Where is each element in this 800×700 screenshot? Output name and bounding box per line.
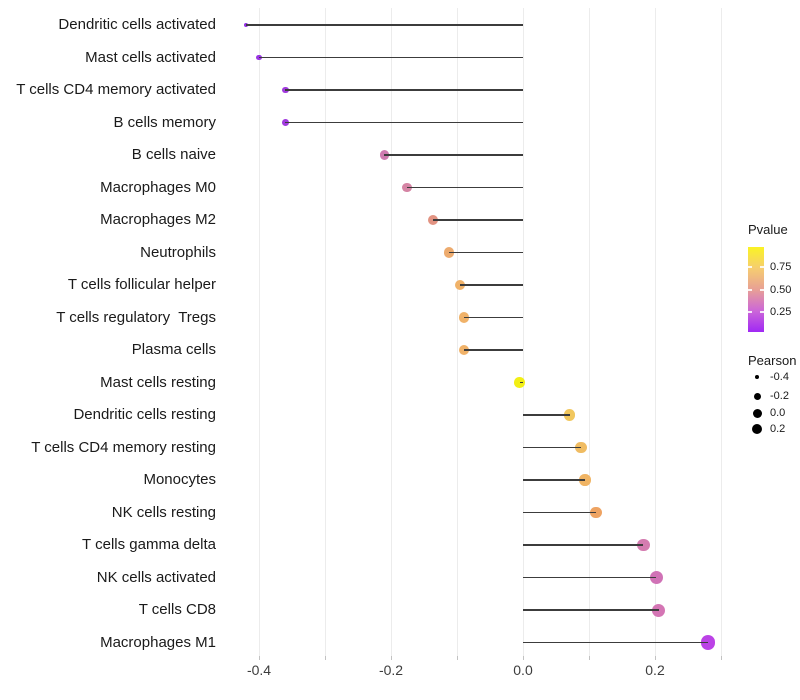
x-axis-tick	[654, 656, 656, 660]
pearson-legend-label: -0.4	[770, 371, 789, 383]
lollipop-dot	[652, 603, 666, 617]
category-label: T cells follicular helper	[67, 276, 216, 293]
lollipop-dot	[649, 571, 663, 584]
x-axis-tick	[720, 656, 722, 660]
category-label: Dendritic cells activated	[58, 16, 216, 33]
category-label: NK cells resting	[111, 503, 216, 521]
lollipop-stem	[523, 446, 582, 449]
colorbar-tick-label: 0.75	[770, 260, 792, 273]
pvalue-legend-title: Pvalue	[748, 222, 788, 237]
lollipop-stem	[285, 121, 523, 124]
lollipop-stem	[464, 349, 523, 351]
pearson-legend-label: 0.2	[770, 423, 786, 435]
colorbar-tick	[760, 311, 764, 313]
category-label: Macrophages M0	[100, 178, 216, 196]
lollipop-dot	[256, 54, 262, 61]
gridline	[522, 8, 524, 656]
gridline	[720, 8, 722, 656]
lollipop-stem	[245, 24, 523, 26]
category-label: T cells CD4 memory activated	[16, 81, 216, 98]
gridline	[258, 8, 260, 656]
lollipop-stem	[523, 511, 597, 514]
lollipop-stem	[523, 576, 657, 579]
colorbar-tick-label: 0.50	[770, 284, 792, 296]
gridline	[588, 8, 590, 656]
category-label: Macrophages M2	[100, 211, 216, 228]
x-axis-tick-label: -0.2	[378, 662, 404, 678]
pearson-legend-dot	[752, 408, 762, 418]
category-label: B cells memory	[113, 113, 216, 131]
pearson-legend-label: -0.2	[770, 390, 789, 402]
lollipop-stem	[449, 251, 523, 254]
lollipop-dot	[636, 538, 650, 552]
lollipop-stem	[460, 284, 523, 286]
pvalue-colorbar	[748, 247, 764, 332]
pearson-legend-title: Pearson	[748, 353, 797, 368]
category-label: Dendritic cells resting	[73, 406, 216, 423]
category-label: NK cells activated	[96, 568, 216, 586]
colorbar-tick	[748, 266, 752, 268]
gridline	[324, 8, 326, 656]
lollipop-dot	[443, 247, 455, 258]
x-axis-tick-label: 0.2	[645, 662, 665, 678]
category-label: Mast cells activated	[85, 48, 216, 66]
x-axis-tick	[456, 656, 458, 660]
x-axis-tick	[258, 656, 260, 660]
gridline	[456, 8, 458, 656]
x-axis-tick	[390, 656, 392, 660]
pearson-legend-dot	[753, 392, 761, 400]
colorbar-tick	[748, 289, 752, 291]
category-label: Macrophages M1	[100, 633, 216, 651]
category-label: T cells CD8	[138, 601, 216, 618]
colorbar-tick	[748, 311, 752, 313]
lollipop-dot	[459, 312, 470, 323]
lollipop-dot	[455, 279, 466, 291]
lollipop-stem	[523, 479, 586, 481]
lollipop-stem	[285, 89, 523, 91]
x-axis-tick-label: -0.4	[246, 662, 272, 678]
pearson-legend-dot	[755, 375, 759, 379]
gridline	[390, 8, 392, 656]
x-axis-tick	[588, 656, 590, 660]
pearson-legend-label: 0.0	[770, 407, 786, 419]
lollipop-stem	[519, 381, 523, 384]
pearson-legend-dot	[752, 424, 762, 434]
lollipop-dot	[590, 506, 603, 519]
lollipop-stem	[464, 316, 523, 319]
category-label: Monocytes	[143, 471, 216, 488]
lollipop-stem	[523, 609, 659, 611]
category-label: T cells regulatory Tregs	[56, 308, 216, 326]
colorbar-tick	[760, 266, 764, 268]
lollipop-stem	[259, 56, 523, 59]
lollipop-stem	[433, 219, 523, 221]
colorbar-tick	[760, 289, 764, 291]
colorbar-tick-label: 0.25	[770, 306, 792, 319]
lollipop-stem	[384, 154, 523, 156]
gridline	[654, 8, 656, 656]
lollipop-stem	[523, 414, 570, 416]
x-axis-tick-label: 0.0	[513, 662, 533, 678]
lollipop-dot	[459, 344, 470, 356]
lollipop-stem	[406, 186, 523, 189]
x-axis-tick	[522, 656, 524, 660]
category-label: Neutrophils	[140, 243, 216, 261]
lollipop-stem	[523, 544, 644, 546]
x-axis-tick	[324, 656, 326, 660]
category-label: T cells gamma delta	[82, 536, 216, 553]
category-label: T cells CD4 memory resting	[31, 438, 216, 456]
category-label: Plasma cells	[131, 341, 216, 358]
category-label: B cells naive	[131, 146, 216, 163]
lollipop-stem	[523, 641, 708, 644]
category-label: Mast cells resting	[100, 373, 216, 391]
